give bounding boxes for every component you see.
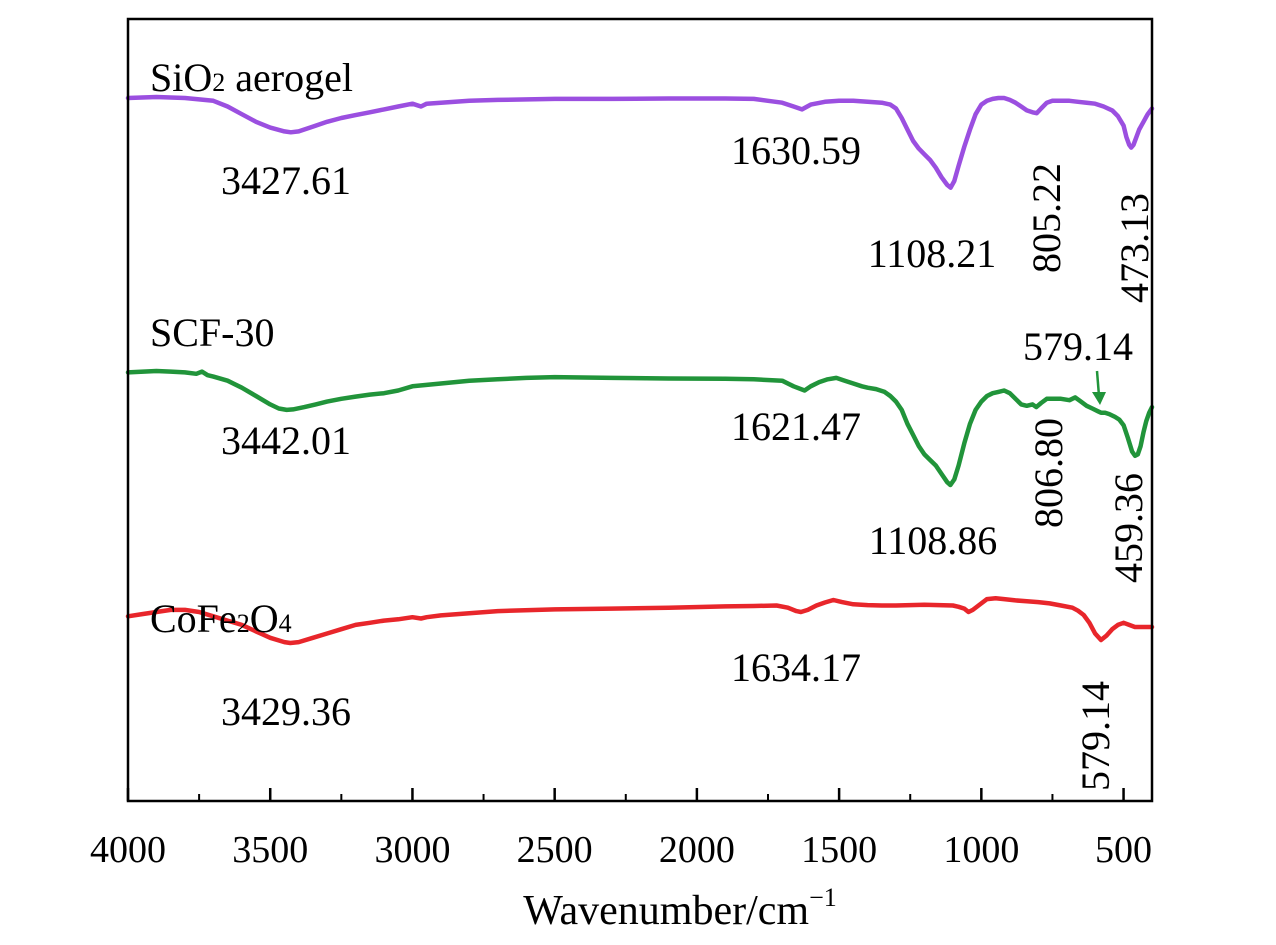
series-label-part: SiO [150,55,212,100]
peak-label-1108-86: 1108.86 [869,518,998,563]
x-tick-label-2500: 2500 [517,829,593,871]
series-label-part: SCF-30 [150,310,275,355]
x-tick-label-3500: 3500 [232,829,308,871]
peak-arrow-line [1095,370,1101,397]
plot-frame [126,17,1154,803]
series-label-part: O [250,596,279,641]
x-axis-label: Wavenumber/cm−1 [523,883,837,934]
spectra-curves [125,94,1155,646]
peak-label-805-22: 805.22 [1024,163,1069,273]
peak-label-579-14: 579.14 [1073,681,1118,791]
series-label-part: 4 [279,609,292,638]
peak-label-473-13: 473.13 [1112,193,1157,303]
peak-label-1630-59: 1630.59 [731,128,861,173]
peak-label-459-36: 459.36 [1106,473,1151,583]
x-tick-label-500: 500 [1095,829,1152,871]
x-tick-label-2000: 2000 [659,829,735,871]
series-label-0: SiO2 aerogel [150,55,353,100]
peak-label-3442-01: 3442.01 [221,418,351,463]
peak-label-1634-17: 1634.17 [731,645,861,690]
series-line-0 [125,94,1155,190]
series-label-part: CoFe [150,596,237,641]
peak-label-1621-47: 1621.47 [731,404,861,449]
x-axis-label-superscript: −1 [809,883,837,912]
peak-label-579-14: 579.14 [1023,324,1133,369]
series-label-part: 2 [212,68,225,97]
x-axis-label-text: Wavenumber/cm [523,888,809,934]
peak-annotations: 3427.61 1630.59 1108.21 805.22 473.13 3442.01… [221,128,1157,791]
series-label-1: SCF-30 [150,310,275,355]
series-label-part: 2 [237,609,250,638]
series-line-1 [125,368,1155,488]
x-tick-label-1500: 1500 [801,829,877,871]
series-label-2: CoFe2O4 [150,596,292,641]
x-tick-label-3000: 3000 [374,829,450,871]
peak-label-806-80: 806.80 [1026,418,1071,528]
series-label-part: aerogel [225,55,353,100]
peak-arrow-head [1092,392,1106,405]
peak-label-3427-61: 3427.61 [221,158,351,203]
x-axis-ticks: 4000 3500 3000 2500 2000 1500 1000 500 [90,788,1152,871]
x-tick-label-4000: 4000 [90,829,166,871]
peak-label-3429-36: 3429.36 [221,689,351,734]
peak-label-1108-21: 1108.21 [868,231,997,276]
series-line-2 [125,595,1155,646]
x-tick-label-1000: 1000 [943,829,1019,871]
